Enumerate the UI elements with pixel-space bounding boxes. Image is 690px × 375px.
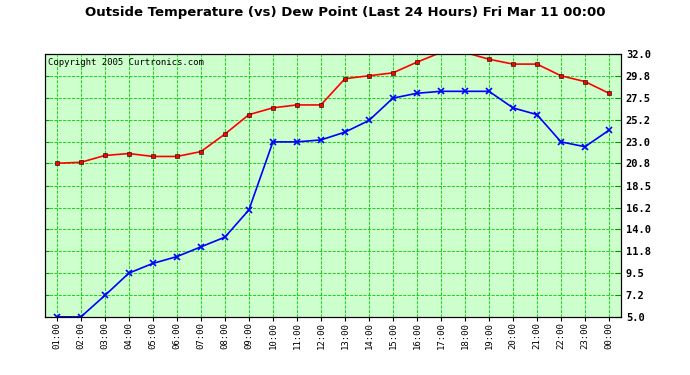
- Text: Copyright 2005 Curtronics.com: Copyright 2005 Curtronics.com: [48, 58, 204, 68]
- Text: Outside Temperature (vs) Dew Point (Last 24 Hours) Fri Mar 11 00:00: Outside Temperature (vs) Dew Point (Last…: [85, 6, 605, 19]
